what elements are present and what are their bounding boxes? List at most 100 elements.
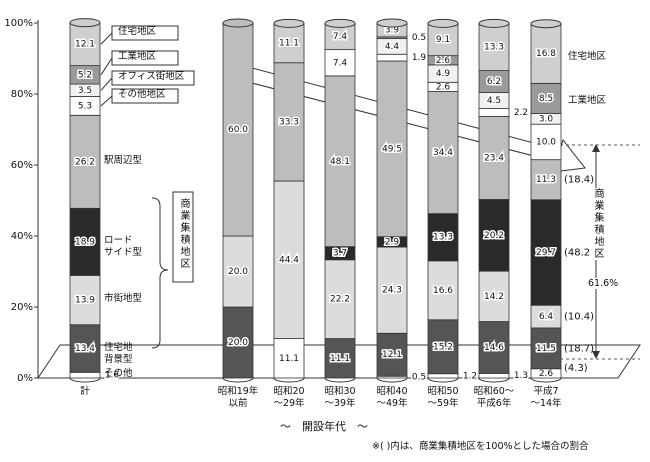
value-label: 12.1 (75, 40, 95, 50)
legend-leader (100, 57, 113, 76)
legend-box (111, 50, 179, 66)
value-label: 11.1 (279, 39, 299, 49)
value-label: 33.3 (279, 117, 299, 127)
floor (37, 344, 641, 379)
arrow-head (592, 351, 600, 359)
bar-segment (478, 270, 510, 322)
y-tick-label: 80% (11, 89, 33, 100)
bar-segment (478, 372, 510, 379)
bar-segment (427, 319, 459, 375)
bar-segment (69, 324, 101, 373)
legend-label: その他 (104, 368, 133, 380)
y-tick-label: 20% (11, 302, 33, 313)
bar-segment (376, 246, 408, 334)
column-top (324, 18, 356, 28)
value-label: 34.4 (433, 148, 453, 158)
value-label: 4.4 (385, 42, 400, 52)
bar-segment (530, 82, 562, 114)
x-tick-label: 平成7 ～14年 (530, 386, 562, 409)
value-label: 2.6 (436, 82, 451, 92)
value-label: 13.3 (433, 233, 453, 243)
column-top (222, 18, 254, 28)
column-top (376, 18, 408, 28)
share-label: (10.4) (564, 312, 594, 323)
share-label: (18.4) (564, 175, 594, 186)
column-top (69, 18, 101, 28)
x-tick-label: 昭和30 ～39年 (324, 386, 356, 409)
value-label: 11.5 (536, 344, 556, 354)
value-label: 14.2 (484, 292, 504, 302)
legend-label: 住宅地区 (118, 26, 157, 37)
x-axis-label: ～ 開設年代 ～ (280, 420, 368, 433)
legend-label: ロード サイド型 (104, 234, 143, 258)
group-label: 商業集積地区 (178, 198, 189, 270)
legend-label: 市街地型 (104, 293, 143, 305)
value-label: 7.4 (333, 32, 348, 42)
value-label: 16.8 (536, 49, 556, 59)
bar-segment (478, 22, 510, 71)
value-label: 11.1 (279, 354, 299, 364)
footnote: ※( )内は、商業集積地区を100%とした場合の割合 (372, 441, 589, 452)
value-label: 5.3 (78, 101, 92, 111)
legend-label: 住宅地区 (568, 50, 607, 62)
bar-segment (69, 275, 101, 326)
value-label: 6.2 (487, 77, 501, 87)
bar-segment (273, 22, 305, 64)
bar-segment (324, 49, 356, 77)
group-box (172, 191, 194, 283)
value-label: 22.2 (330, 295, 350, 305)
legend-label: その他地区 (118, 89, 166, 100)
bar-segment (478, 199, 510, 272)
value-label: 49.5 (382, 144, 402, 154)
value-label: 4.5 (487, 96, 501, 106)
value-label: 8.5 (539, 94, 553, 104)
bar-segment (69, 371, 101, 379)
share-label: (18.7) (564, 343, 594, 354)
value-label: 1.3 (514, 371, 528, 381)
value-label: 15.2 (433, 342, 453, 352)
value-label: 13.4 (75, 344, 95, 354)
x-tick-label: 昭和60～ 平成6年 (473, 386, 515, 409)
column-top (478, 18, 510, 28)
y-tick-label: 40% (11, 231, 33, 242)
legend-box (111, 88, 179, 104)
column-top (530, 19, 562, 29)
value-label: 2.6 (539, 369, 554, 379)
value-label: 10.0 (536, 137, 556, 147)
legend-label: 住宅地 背景型 (104, 341, 133, 365)
value-label: 0.5 (412, 373, 426, 383)
bar-segment (478, 115, 510, 200)
bar-segment (69, 114, 101, 209)
share-label: (4.3) (564, 363, 588, 374)
column-top (273, 18, 305, 28)
value-label: 20.0 (228, 267, 248, 277)
value-label: 14.6 (484, 343, 504, 353)
legend-label: 工業地区 (568, 95, 607, 107)
bar-segment (427, 91, 459, 215)
bar-segment (530, 159, 562, 201)
y-tick-label: 60% (11, 160, 33, 171)
value-label: 3.7 (333, 249, 347, 259)
brace (151, 197, 169, 349)
value-label: 2.6 (436, 56, 451, 66)
value-label: 4.9 (436, 69, 451, 79)
value-label: 1.6 (105, 371, 120, 381)
value-label: 23.4 (484, 153, 504, 163)
value-label: 7.4 (333, 58, 348, 68)
value-label: 2.2 (514, 108, 528, 118)
bar-segment (427, 213, 459, 262)
group-total: 61.6% (588, 278, 619, 289)
bar-segment (376, 53, 408, 62)
value-label: 48.1 (330, 157, 350, 167)
bar-segment (427, 373, 459, 379)
value-label: 13.3 (484, 42, 504, 52)
x-tick-label: 昭和20 ～29年 (273, 386, 305, 409)
bar-segment (478, 321, 510, 374)
x-tick-label: 計 (80, 386, 90, 397)
value-label: 18.9 (75, 237, 95, 247)
bar-segment (478, 108, 510, 117)
value-label: 6.4 (539, 312, 554, 322)
value-label: 20.0 (228, 338, 248, 348)
value-label: 3.5 (78, 86, 92, 96)
